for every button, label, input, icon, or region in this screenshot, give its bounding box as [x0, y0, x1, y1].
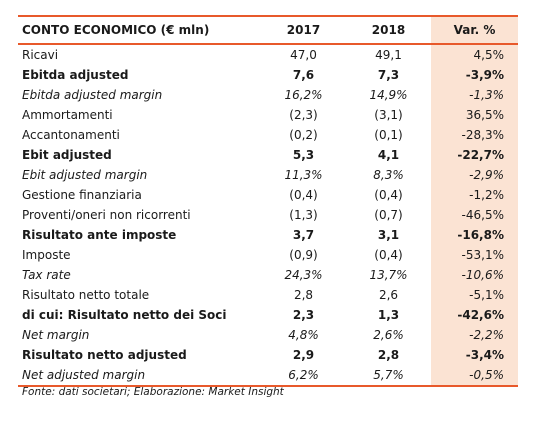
table-row: Net margin 4,8% 2,6% -2,2%: [18, 325, 518, 345]
table-row: Ammortamenti (2,3) (3,1) 36,5%: [18, 105, 518, 125]
row-value-var: 4,5%: [431, 44, 518, 65]
row-label: Risultato netto adjusted: [22, 348, 187, 362]
row-label: di cui: Risultato netto dei Soci: [22, 308, 227, 322]
row-value-var: -22,7%: [431, 145, 518, 165]
row-value-2018: 8,3%: [373, 168, 404, 182]
row-value-var: -42,6%: [431, 305, 518, 325]
row-value-2017: 5,3: [292, 148, 315, 162]
row-value-var: -46,5%: [431, 205, 518, 225]
row-value-2018: 5,7%: [346, 365, 431, 387]
row-value-2018: 4,1: [377, 148, 400, 162]
table-row: Accantonamenti (0,2) (0,1) -28,3%: [18, 125, 518, 145]
row-label: Risultato ante imposte: [22, 228, 177, 242]
row-label: Net margin: [22, 328, 90, 342]
row-value-2017: 2,9: [292, 348, 315, 362]
row-value-2017: (0,4): [289, 188, 318, 202]
row-value-var: -16,8%: [431, 225, 518, 245]
row-value-2017: 47,0: [290, 48, 317, 62]
table-row: Ebitda adjusted 7,6 7,3 -3,9%: [18, 65, 518, 85]
row-value-2018: (0,1): [374, 128, 403, 142]
row-value-2018: (0,4): [374, 188, 403, 202]
row-value-2018: 49,1: [375, 48, 402, 62]
table-row: Risultato ante imposte 3,7 3,1 -16,8%: [18, 225, 518, 245]
row-value-2017: 2,8: [293, 288, 314, 302]
row-value-var: -3,4%: [431, 345, 518, 365]
row-value-2018: 2,6%: [373, 328, 404, 342]
row-value-var: -0,5%: [431, 365, 518, 387]
table-row: Ebitda adjusted margin 16,2% 14,9% -1,3%: [18, 85, 518, 105]
row-value-2017: (0,9): [289, 248, 318, 262]
row-value-2018: (0,7): [374, 208, 403, 222]
income-statement-table-wrapper: CONTO ECONOMICO (€ mln) 2017 2018 Var. %…: [18, 15, 518, 387]
table-row: Ebit adjusted 5,3 4,1 -22,7%: [18, 145, 518, 165]
table-row: Gestione finanziaria (0,4) (0,4) -1,2%: [18, 185, 518, 205]
table-row: Risultato netto adjusted 2,9 2,8 -3,4%: [18, 345, 518, 365]
row-value-2017: (0,2): [289, 128, 318, 142]
row-value-2017: (2,3): [289, 108, 318, 122]
row-value-2018: 3,1: [377, 228, 400, 242]
row-value-2017: (1,3): [289, 208, 318, 222]
table-row: Net adjusted margin 6,2% 5,7% -0,5%: [18, 365, 518, 387]
header-2017: 2017: [261, 15, 346, 45]
table-row: Imposte (0,9) (0,4) -53,1%: [18, 245, 518, 265]
row-value-2017: 2,3: [292, 308, 315, 322]
row-value-2018: 7,3: [377, 68, 400, 82]
row-value-2017: 24,3%: [284, 268, 323, 282]
row-value-var: 36,5%: [431, 105, 518, 125]
source-note: Fonte: dati societari; Elaborazione: Mar…: [22, 386, 284, 398]
row-value-var: -3,9%: [431, 65, 518, 85]
row-value-var: -2,9%: [431, 165, 518, 185]
row-label: Imposte: [22, 248, 71, 262]
table-row: Tax rate 24,3% 13,7% -10,6%: [18, 265, 518, 285]
row-label: Ebit adjusted: [22, 148, 112, 162]
row-value-2017: 16,2%: [284, 88, 323, 102]
row-label: Net adjusted margin: [18, 365, 261, 387]
table-row: Ricavi 47,0 49,1 4,5%: [18, 44, 518, 65]
row-label: Ricavi: [22, 48, 59, 62]
row-value-var: -5,1%: [431, 285, 518, 305]
row-label: Ebitda adjusted: [22, 68, 129, 82]
header-2018: 2018: [346, 15, 431, 45]
row-label: Proventi/oneri non ricorrenti: [22, 208, 191, 222]
header-var: Var. %: [431, 15, 518, 45]
row-label: Ebitda adjusted margin: [22, 88, 163, 102]
table-row: Risultato netto totale 2,8 2,6 -5,1%: [18, 285, 518, 305]
table-row: Ebit adjusted margin 11,3% 8,3% -2,9%: [18, 165, 518, 185]
row-value-2018: 2,8: [377, 348, 400, 362]
row-value-var: -1,3%: [431, 85, 518, 105]
row-label: Accantonamenti: [22, 128, 120, 142]
row-value-2017: 6,2%: [261, 365, 346, 387]
row-value-var: -1,2%: [431, 185, 518, 205]
table-header-row: CONTO ECONOMICO (€ mln) 2017 2018 Var. %: [18, 15, 518, 45]
row-value-var: -28,3%: [431, 125, 518, 145]
income-statement-table: CONTO ECONOMICO (€ mln) 2017 2018 Var. %…: [18, 15, 518, 387]
row-value-2018: 2,6: [378, 288, 399, 302]
row-value-2017: 7,6: [292, 68, 315, 82]
row-value-2017: 3,7: [292, 228, 315, 242]
row-value-2017: 4,8%: [288, 328, 319, 342]
row-value-2018: 1,3: [377, 308, 400, 322]
row-label: Ammortamenti: [22, 108, 113, 122]
row-value-var: -10,6%: [431, 265, 518, 285]
row-label: Ebit adjusted margin: [22, 168, 148, 182]
row-value-2018: 13,7%: [369, 268, 408, 282]
table-body: Ricavi 47,0 49,1 4,5% Ebitda adjusted 7,6 7,3 -…: [18, 44, 518, 387]
row-value-var: -2,2%: [431, 325, 518, 345]
row-label: Gestione finanziaria: [22, 188, 142, 202]
table-row: Proventi/oneri non ricorrenti (1,3) (0,7) -…: [18, 205, 518, 225]
row-label: Tax rate: [22, 268, 71, 282]
row-value-var: -53,1%: [431, 245, 518, 265]
row-value-2018: (3,1): [374, 108, 403, 122]
table-row: di cui: Risultato netto dei Soci 2,3 1,3 -4…: [18, 305, 518, 325]
header-label: CONTO ECONOMICO (€ mln): [18, 15, 261, 45]
row-value-2017: 11,3%: [284, 168, 323, 182]
row-label: Risultato netto totale: [22, 288, 150, 302]
row-value-2018: (0,4): [374, 248, 403, 262]
row-value-2018: 14,9%: [369, 88, 408, 102]
